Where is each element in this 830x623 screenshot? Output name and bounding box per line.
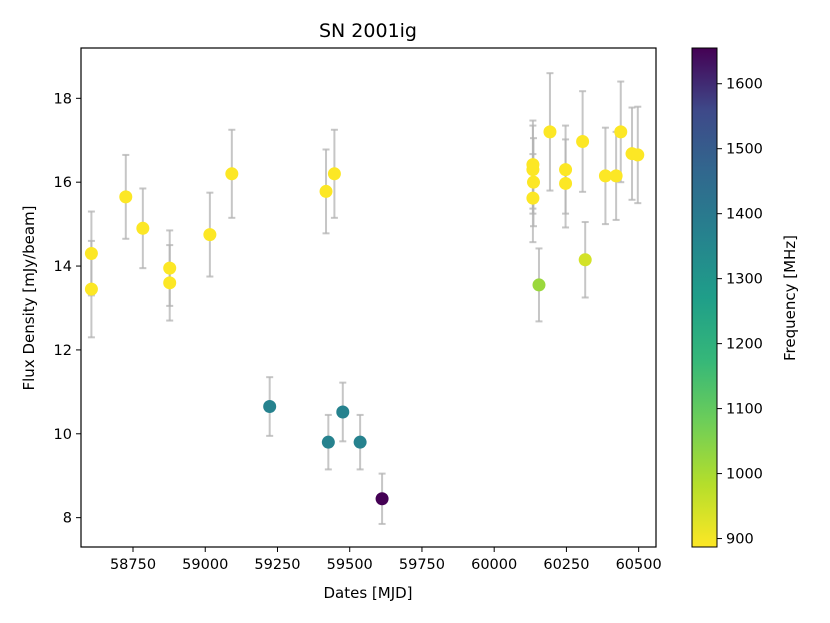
data-point bbox=[543, 125, 557, 139]
data-point bbox=[321, 435, 335, 449]
data-point bbox=[526, 191, 540, 205]
y-axis-label: Flux Density [mJy/beam] bbox=[20, 206, 38, 391]
data-point bbox=[319, 184, 333, 198]
data-point bbox=[532, 278, 546, 292]
data-point bbox=[84, 282, 98, 296]
x-tick-label: 59250 bbox=[254, 557, 300, 573]
x-tick-label: 60000 bbox=[471, 557, 517, 573]
x-tick-label: 60500 bbox=[616, 557, 662, 573]
x-tick-label: 59750 bbox=[399, 557, 445, 573]
data-point bbox=[263, 400, 277, 414]
data-point bbox=[353, 435, 367, 449]
data-point bbox=[203, 228, 217, 242]
data-point bbox=[559, 176, 573, 190]
colorbar-tick-label: 1600 bbox=[726, 77, 763, 93]
y-axis-ticks: 8 10 12 14 16 18 bbox=[54, 91, 81, 527]
data-point bbox=[576, 135, 590, 149]
x-tick-label: 60250 bbox=[543, 557, 589, 573]
colorbar-tick-label: 1400 bbox=[726, 207, 763, 223]
data-point bbox=[336, 405, 350, 419]
data-point bbox=[598, 169, 612, 183]
data-point bbox=[327, 167, 341, 181]
y-tick-label: 16 bbox=[54, 175, 72, 191]
x-tick-label: 59000 bbox=[182, 557, 228, 573]
colorbar-tick-label: 1100 bbox=[726, 402, 763, 418]
data-point bbox=[163, 261, 177, 275]
data-point bbox=[578, 253, 592, 267]
plot-frame bbox=[80, 47, 657, 548]
data-point bbox=[84, 246, 98, 260]
data-point bbox=[163, 276, 177, 290]
x-axis-label: Dates [MJD] bbox=[323, 584, 412, 602]
data-points bbox=[84, 125, 645, 506]
y-tick-label: 10 bbox=[54, 427, 72, 443]
data-point bbox=[119, 190, 133, 204]
colorbar-tick-label: 1300 bbox=[726, 272, 763, 288]
data-point bbox=[526, 163, 540, 177]
data-point bbox=[614, 125, 628, 139]
chart-title: SN 2001ig bbox=[319, 20, 417, 42]
x-tick-label: 58750 bbox=[110, 557, 156, 573]
data-point bbox=[559, 163, 573, 177]
data-point bbox=[609, 169, 623, 183]
colorbar-ticks: 900 1000 1100 1200 1300 1400 1500 1600 bbox=[717, 77, 763, 548]
y-tick-label: 18 bbox=[54, 91, 72, 107]
data-point bbox=[526, 175, 540, 189]
colorbar-tick-label: 1500 bbox=[726, 142, 763, 158]
y-tick-label: 8 bbox=[63, 511, 72, 527]
colorbar-tick-label: 1200 bbox=[726, 337, 763, 353]
y-tick-label: 12 bbox=[54, 343, 72, 359]
colorbar-tick-label: 900 bbox=[726, 532, 754, 548]
y-tick-label: 14 bbox=[54, 259, 72, 275]
colorbar-label: Frequency [MHz] bbox=[781, 235, 799, 361]
colorbar-tick-label: 1000 bbox=[726, 467, 763, 483]
colorbar bbox=[691, 47, 718, 548]
errorbars bbox=[87, 72, 642, 525]
x-axis-ticks: 58750 59000 59250 59500 59750 60000 60250 60500 bbox=[110, 547, 662, 573]
data-point bbox=[225, 167, 239, 181]
data-point bbox=[631, 148, 645, 162]
data-point bbox=[375, 492, 389, 506]
data-point bbox=[136, 221, 150, 235]
x-tick-label: 59500 bbox=[327, 557, 373, 573]
